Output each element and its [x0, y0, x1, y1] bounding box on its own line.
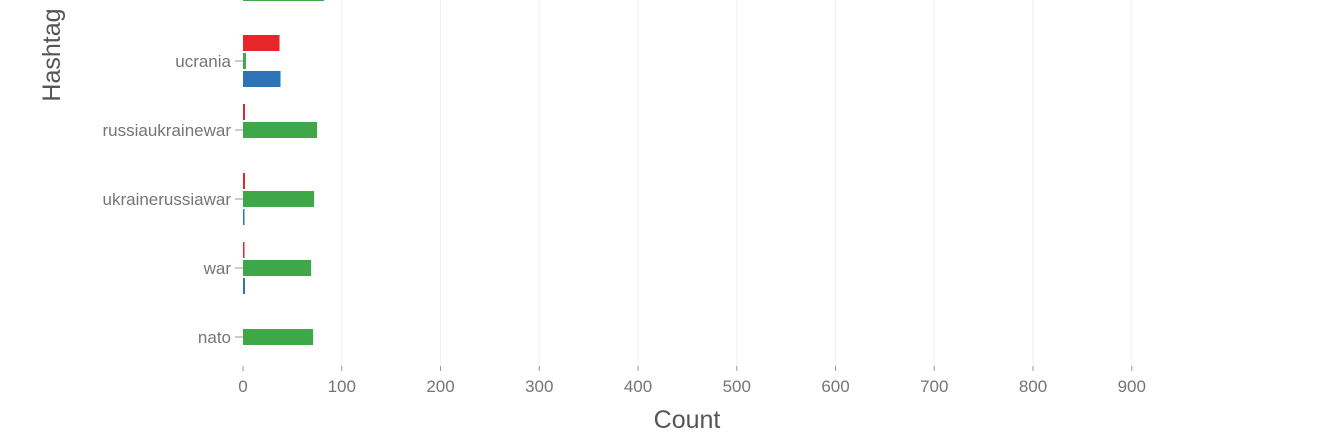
x-tick-label: 500	[723, 377, 751, 396]
x-tick-label: 100	[328, 377, 356, 396]
y-tick-label: ukrainerussiawar	[103, 190, 232, 209]
bars	[243, 0, 324, 345]
y-axis-ticks: ucrania russiaukrainewar ukrainerussiawar w…	[103, 52, 243, 347]
bar-war-series-1	[243, 242, 245, 258]
x-tick-label: 800	[1019, 377, 1047, 396]
bar-ukrainerussiawar-series-1	[243, 173, 245, 189]
x-axis-ticks: 0 100 200 300 400 500 600 700 800 900	[238, 366, 1146, 396]
bar-ukrainerussiawar-series-2	[243, 191, 315, 207]
bar-ucrania-series-1	[243, 35, 280, 51]
y-tick-label: russiaukrainewar	[103, 121, 232, 140]
bar-war-series-3	[243, 278, 245, 294]
x-tick-label: 0	[238, 377, 247, 396]
gridlines	[341, 0, 1133, 366]
x-tick-label: 200	[426, 377, 454, 396]
y-axis-title: Hashtag	[38, 8, 66, 101]
y-tick-label: ucrania	[175, 52, 231, 71]
x-tick-label: 600	[821, 377, 849, 396]
bar-ucrania-series-3	[243, 71, 281, 87]
x-tick-label: 900	[1118, 377, 1146, 396]
x-tick-label: 400	[624, 377, 652, 396]
x-tick-label: 300	[525, 377, 553, 396]
bar-nato-series-2	[243, 329, 314, 345]
x-axis-title: Count	[654, 406, 721, 434]
bar-war-series-2	[243, 260, 312, 276]
bar-russiaukrainewar-series-2	[243, 122, 318, 138]
bar-ukrainerussiawar-series-3	[243, 209, 245, 225]
bar-ucrania-series-2	[243, 53, 246, 69]
x-tick-label: 700	[920, 377, 948, 396]
y-tick-label: nato	[198, 328, 231, 347]
bar-russiaukrainewar-series-1	[243, 104, 245, 120]
y-tick-label: war	[203, 259, 232, 278]
bar-partial-top	[243, 0, 324, 1]
